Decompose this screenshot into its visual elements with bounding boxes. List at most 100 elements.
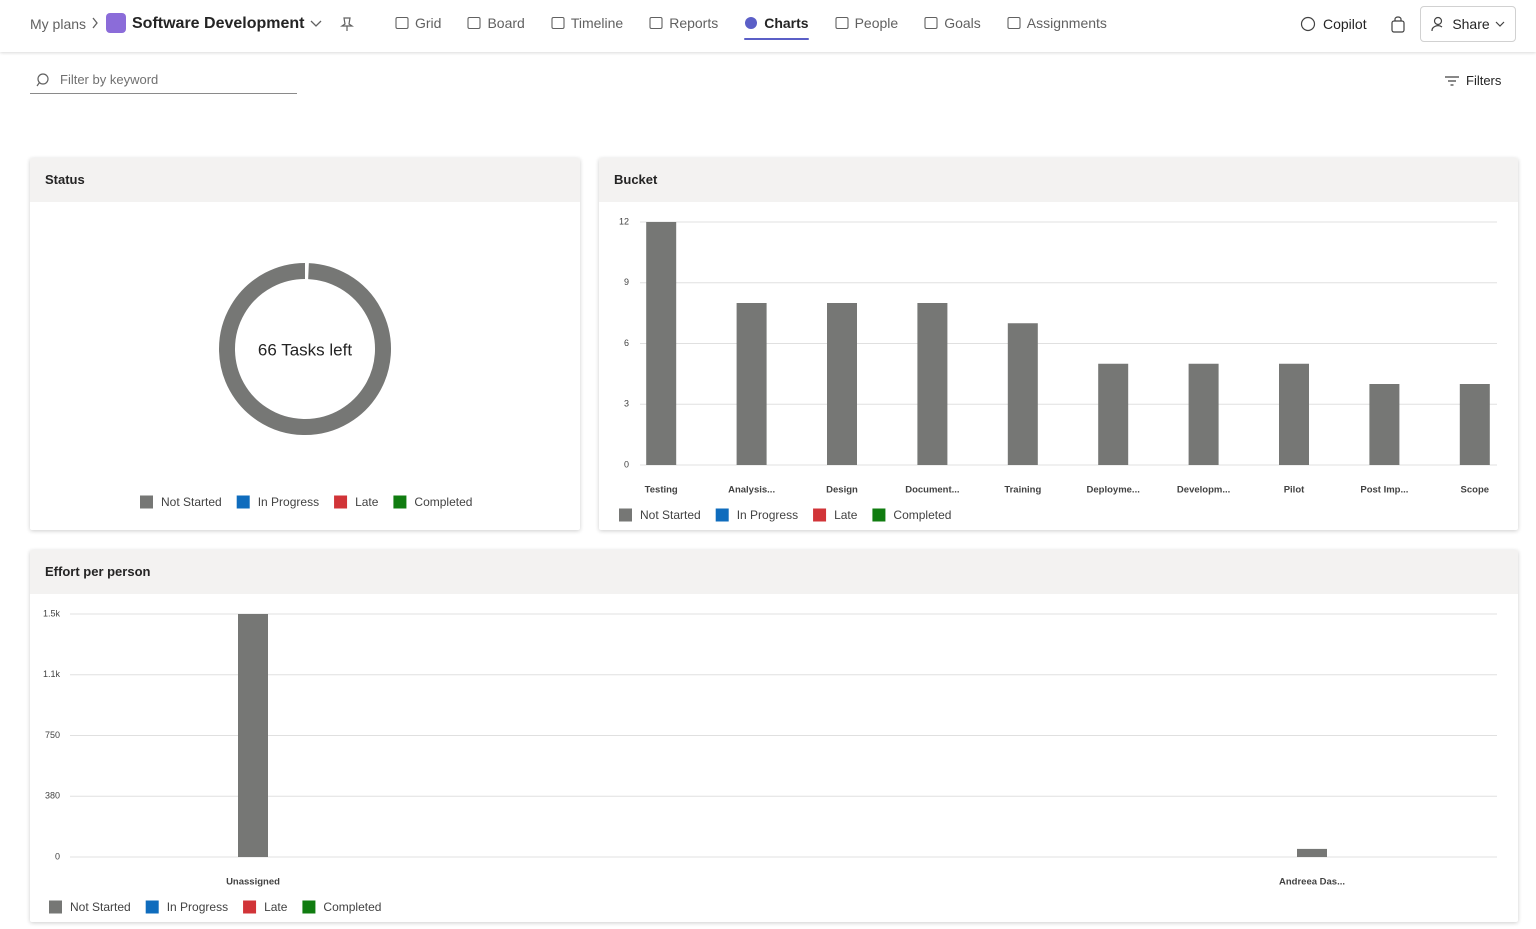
legend-label: Late: [834, 508, 858, 522]
legend-label: In Progress: [167, 900, 228, 914]
filter-icon: [1445, 75, 1459, 86]
chevron: [92, 17, 98, 29]
legend-label: Late: [355, 495, 379, 509]
status-card: Status: [30, 158, 580, 530]
y-tick-label: 12: [619, 216, 629, 226]
tab[interactable]: Board: [467, 0, 525, 46]
bar: [646, 222, 677, 465]
x-tick-label: Unassigned: [226, 877, 280, 888]
legend-swatch: [145, 900, 159, 914]
y-tick-label: 1.5k: [43, 608, 61, 618]
legend-swatch: [140, 495, 153, 509]
tab[interactable]: Reports: [649, 0, 718, 46]
tab-label: Charts: [764, 15, 809, 31]
tab-label: Reports: [669, 15, 719, 31]
legend-label: Completed: [893, 508, 951, 522]
bar: [917, 303, 948, 465]
x-tick-label: Andreea Das...: [1279, 877, 1345, 888]
legend-swatch: [49, 900, 62, 914]
tab-icon: [395, 16, 409, 30]
keyword-filter[interactable]: Filter by keyword: [30, 66, 297, 94]
legend-swatch: [302, 900, 316, 914]
x-tick-label: Pilot: [1284, 485, 1305, 496]
y-tick-label: 1.1k: [43, 669, 61, 679]
dropdown[interactable]: [310, 19, 322, 29]
bar: [1297, 848, 1327, 857]
share-label: Share: [1452, 16, 1490, 32]
share-button[interactable]: Share: [1420, 6, 1516, 42]
filters-button[interactable]: Filters: [1444, 73, 1501, 88]
copilot-button[interactable]: Copilot: [1300, 16, 1367, 32]
bag-icon[interactable]: [1390, 16, 1406, 33]
tab-icon: [649, 16, 663, 30]
y-tick-label: 0: [624, 459, 629, 469]
legend-label: In Progress: [737, 508, 798, 522]
share-icon: [1431, 16, 1443, 32]
legend-label: Not Started: [161, 495, 222, 509]
tab-label: Grid: [415, 15, 442, 31]
pin[interactable]: [340, 16, 354, 32]
x-tick-label: Design: [826, 485, 858, 496]
x-tick-label: Analysis...: [728, 485, 775, 496]
legend-swatch: [872, 508, 886, 522]
tab[interactable]: People: [835, 0, 899, 46]
card-title: Bucket: [599, 158, 1518, 202]
tab-bar: Grid Board Timeline Reports Charts People Goal…: [395, 0, 1133, 52]
x-tick-label: Testing: [645, 485, 678, 496]
bar: [1279, 363, 1309, 465]
y-tick-label: 0: [55, 851, 60, 861]
tab-icon: [924, 16, 938, 30]
filters-label: Filters: [1466, 73, 1502, 88]
bar: [1369, 384, 1400, 465]
legend-label: Completed: [414, 495, 472, 509]
legend-swatch: [393, 495, 407, 509]
tab-icon: [551, 16, 565, 30]
plan-title[interactable]: Software Development: [132, 15, 305, 32]
tab-label: Assignments: [1026, 15, 1107, 31]
tab[interactable]: Charts: [744, 0, 809, 46]
card-title: Effort per person: [30, 550, 1518, 594]
plan-icon: [106, 13, 126, 33]
donut-slice: [219, 263, 391, 435]
search-icon: [36, 72, 49, 86]
copilot-label: Copilot: [1323, 16, 1367, 32]
x-tick-label: Scope: [1461, 485, 1490, 496]
legend-label: Late: [264, 900, 288, 914]
tab[interactable]: Timeline: [551, 0, 623, 46]
y-tick-label: 3: [624, 399, 629, 409]
dropdown: [1495, 21, 1505, 27]
bar: [736, 303, 767, 465]
card-title: Status: [30, 158, 580, 202]
tab-label: Goals: [944, 15, 981, 31]
tab-label: People: [854, 15, 899, 31]
tab-label: Timeline: [570, 15, 624, 31]
legend-label: In Progress: [258, 495, 319, 509]
copilot-icon: [1300, 16, 1316, 32]
y-tick-label: 9: [624, 277, 629, 287]
tab[interactable]: Grid: [395, 0, 441, 46]
bar: [238, 614, 268, 857]
x-tick-label: Document...: [905, 485, 959, 496]
bar: [1007, 323, 1038, 465]
legend-label: Completed: [323, 900, 381, 914]
tab-icon: [835, 16, 849, 30]
y-tick-label: 6: [624, 338, 629, 348]
y-tick-label: 750: [45, 730, 60, 740]
tab-icon: [467, 16, 482, 30]
bar: [1098, 363, 1129, 465]
legend-label: Not Started: [640, 508, 701, 522]
tab-label: Board: [487, 15, 525, 31]
tab[interactable]: Assignments: [1007, 0, 1107, 46]
x-tick-label: Developm...: [1177, 485, 1230, 496]
legend-swatch: [619, 508, 632, 522]
y-tick-label: 380: [45, 791, 60, 801]
top-bar: My plans Software Development Grid Board T…: [0, 0, 1536, 52]
tab-icon: [745, 17, 758, 29]
bar: [1188, 363, 1219, 465]
breadcrumb[interactable]: My plans: [30, 16, 87, 32]
search-placeholder: Filter by keyword: [60, 72, 159, 87]
x-tick-label: Deployme...: [1087, 485, 1140, 496]
tab[interactable]: Goals: [924, 0, 981, 46]
